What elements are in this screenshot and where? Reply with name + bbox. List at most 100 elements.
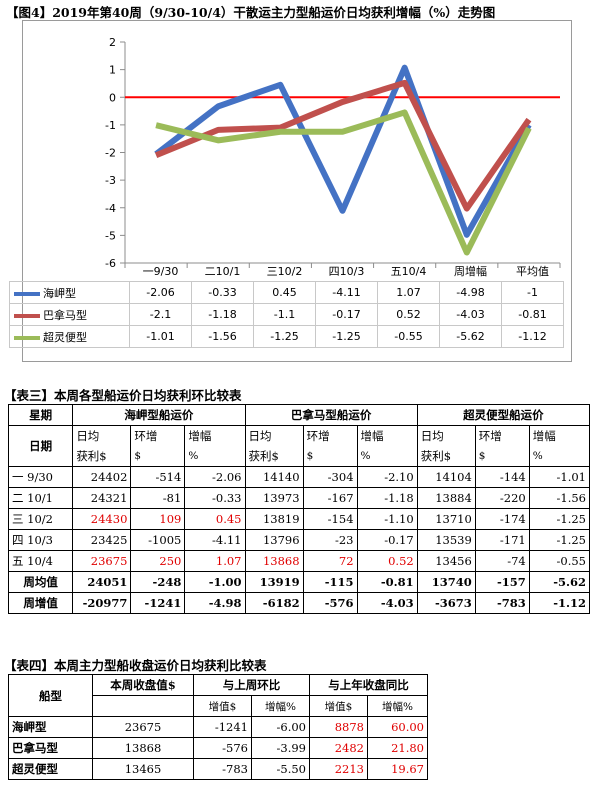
table-cell: -171 [474, 529, 530, 551]
table-cell: -1.25 [528, 508, 591, 530]
table-cell: -248 [130, 571, 186, 593]
row-label: 海岬型 [8, 716, 93, 738]
row-label: 二 10/1 [7, 487, 74, 509]
data-value-label: -1.01 [129, 325, 192, 348]
data-value-label: -2.1 [129, 303, 192, 326]
data-value-label: -4.98 [439, 281, 502, 304]
table-cell: -74 [474, 550, 530, 572]
table-cell: -1005 [130, 529, 186, 551]
table-cell: -5.50 [251, 758, 310, 780]
x-category-label: 五10/4 [377, 261, 440, 282]
subheader-top: 增幅 [356, 425, 418, 446]
table-cell: 14104 [416, 466, 476, 488]
data-value-label: -5.62 [439, 325, 502, 348]
table-cell: 13868 [92, 737, 194, 759]
row-label: 巴拿马型 [8, 737, 93, 759]
x-category-label: 平均值 [501, 261, 564, 282]
table-row: 超灵便型 13465 -783 -5.50 2213 19.67 [8, 758, 428, 780]
table-cell: -1241 [193, 716, 252, 738]
table-cell: -576 [193, 737, 252, 759]
table-row: 二 10/1 24321 -81 -0.33 13973 -167 -1.18 13884 -2… [7, 487, 591, 509]
table-cell: -0.81 [356, 571, 418, 593]
row-label: 五 10/4 [7, 550, 74, 572]
table-cell: -1.12 [528, 592, 591, 614]
header-year-on-year: 与上年收盘同比 [309, 674, 428, 696]
header-wow-value: 增值$ [193, 695, 252, 717]
table-cell: 0.45 [184, 508, 246, 530]
table-row: 四 10/3 23425 -1005 -4.11 13796 -23 -0.17 13539-… [7, 529, 591, 551]
data-value-label: -0.55 [377, 325, 440, 348]
table-cell: -1241 [130, 592, 186, 614]
table-cell: 14140 [244, 466, 304, 488]
data-value-label: -1.12 [501, 325, 564, 348]
table-cell: -115 [302, 571, 358, 593]
chart-table-corner [9, 261, 130, 282]
table-cell: 109 [130, 508, 186, 530]
data-value-label: -1 [501, 281, 564, 304]
table-cell: 23425 [72, 529, 132, 551]
subheader-bottom: % [528, 446, 591, 467]
legend-swatch [14, 335, 40, 340]
table-cell: 250 [130, 550, 186, 572]
table-cell: 0.52 [356, 550, 418, 572]
header-yoy-value: 增值$ [309, 695, 368, 717]
table-cell: 60.00 [367, 716, 428, 738]
table-cell: -0.17 [356, 529, 418, 551]
row-label: 三 10/2 [7, 508, 74, 530]
table-cell: -167 [302, 487, 358, 509]
table-row: 周均值 24051 -248 -1.00 13919 -115 -0.81 13740 -157… [7, 571, 591, 593]
header-capesize: 海岬型船运价 [72, 404, 246, 426]
header-close-blank [92, 695, 194, 717]
header-panamax: 巴拿马型船运价 [244, 404, 418, 426]
data-value-label: -1.25 [253, 325, 316, 348]
figure-title: 【图4】2019年第40周（9/30-10/4）干散运主力型船运价日均获利增幅（… [6, 5, 496, 20]
table-cell: -2.10 [356, 466, 418, 488]
table-cell: 24402 [72, 466, 132, 488]
table-cell: -23 [302, 529, 358, 551]
header-week-on-week: 与上周环比 [193, 674, 310, 696]
table-row: 五 10/4 23675 250 1.07 13868 72 0.52 13456 -74 -0.… [7, 550, 591, 572]
header-weekday: 星期 [7, 404, 74, 426]
table-cell: -20977 [72, 592, 132, 614]
data-value-label: 1.07 [377, 281, 440, 304]
table-cell: -144 [474, 466, 530, 488]
table-cell: 72 [302, 550, 358, 572]
legend-entry: 超灵便型 [9, 325, 130, 348]
subheader-top: 日均 [72, 425, 132, 446]
table-cell: -1.10 [356, 508, 418, 530]
row-label: 一 9/30 [7, 466, 74, 488]
header-wow-pct: 增幅% [251, 695, 310, 717]
y-tick-label: 1 [109, 64, 116, 77]
table-cell: -0.55 [528, 550, 591, 572]
table-cell: -157 [474, 571, 530, 593]
row-label: 超灵便型 [8, 758, 93, 780]
table-row: 周增值 -20977 -1241 -4.98 -6182 -576 -4.03 -3673 -7… [7, 592, 591, 614]
header-ship-type: 船型 [8, 674, 93, 717]
table-cell: 13539 [416, 529, 476, 551]
table-cell: -514 [130, 466, 186, 488]
table-row: 一 9/30 24402 -514 -2.06 14140 -304 -2.10 14104-… [7, 466, 591, 488]
data-value-label: 0.52 [377, 303, 440, 326]
table-cell: -6182 [244, 592, 304, 614]
table-cell: -1.18 [356, 487, 418, 509]
data-value-label: -1.1 [253, 303, 316, 326]
data-value-label: -0.81 [501, 303, 564, 326]
header-date: 日期 [7, 425, 74, 467]
table-row: 巴拿马型 13868 -576 -3.99 2482 21.80 [8, 737, 428, 759]
y-tick-label: -2 [105, 147, 116, 160]
table-cell: -1.01 [528, 466, 591, 488]
subheader-top: 环增 [302, 425, 358, 446]
table-cell: 24430 [72, 508, 132, 530]
table-cell: 13456 [416, 550, 476, 572]
table-cell: -154 [302, 508, 358, 530]
y-tick-label: -4 [105, 202, 116, 215]
table-cell: 13884 [416, 487, 476, 509]
daily-profit-table: 星期 海岬型船运价 巴拿马型船运价 超灵便型船运价 日期 日均 环增 增幅 日均 环增增… [7, 404, 591, 614]
table-cell: 1.07 [184, 550, 246, 572]
series-line-2 [154, 79, 532, 212]
legend-label: 海岬型 [43, 286, 76, 300]
subheader-bottom: % [184, 446, 246, 467]
data-value-label: -1.25 [315, 325, 378, 348]
y-tick-label: 2 [109, 36, 116, 49]
table-cell: 13465 [92, 758, 194, 780]
